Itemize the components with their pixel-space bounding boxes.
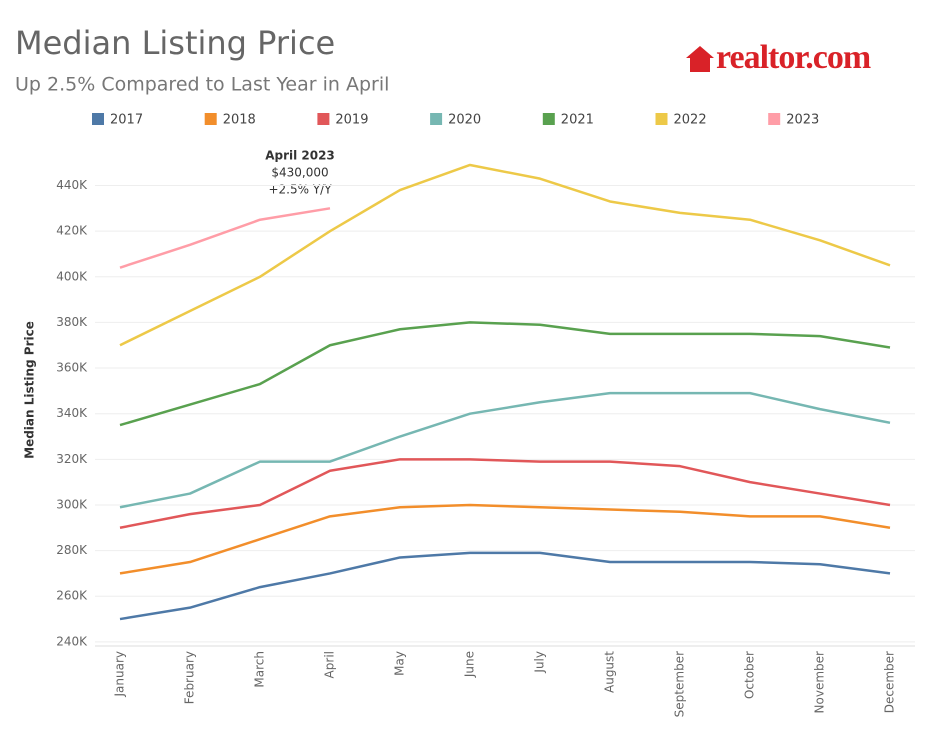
x-tick-label: June — [463, 651, 477, 678]
legend-label: 2023 — [786, 113, 819, 128]
chart-title: Median Listing Price — [15, 24, 335, 62]
x-tick-label: September — [673, 651, 687, 717]
y-tick-label: 260K — [56, 589, 88, 603]
x-tick-label: March — [253, 651, 267, 688]
series-line — [119, 207, 331, 269]
y-tick-label: 240K — [56, 634, 88, 648]
y-tick-label: 440K — [56, 178, 88, 192]
y-tick-label: 380K — [56, 315, 88, 329]
legend-swatch — [204, 113, 217, 125]
legend-label: 2019 — [335, 113, 368, 128]
x-tick-label: October — [743, 651, 757, 699]
series-line — [119, 391, 891, 509]
y-tick-label: 400K — [56, 269, 88, 283]
annotation: April 2023 — [265, 149, 335, 163]
y-axis-label: Median Listing Price — [23, 321, 37, 459]
legend-swatch — [542, 113, 555, 125]
annotation: +2.5% Y/Y — [268, 183, 332, 197]
legend-label: 2020 — [448, 113, 481, 128]
legend-swatch — [317, 113, 330, 125]
legend-swatch — [92, 113, 104, 125]
x-tick-label: November — [813, 651, 827, 713]
legend-label: 2017 — [110, 113, 143, 128]
y-tick-label: 340K — [56, 406, 88, 420]
logo: realtor.com — [686, 39, 872, 76]
y-tick-label: 360K — [56, 361, 88, 375]
y-tick-label: 280K — [56, 543, 88, 557]
legend-swatch — [768, 113, 781, 125]
y-tick-label: 320K — [56, 452, 88, 466]
legend-swatch — [430, 113, 443, 125]
legend-label: 2018 — [223, 113, 256, 128]
annotation: $430,000 — [271, 166, 328, 180]
y-tick-label: 420K — [56, 224, 88, 238]
series-line — [119, 321, 891, 427]
y-tick-label: 300K — [56, 497, 88, 511]
series-line — [119, 503, 891, 575]
x-tick-label: December — [883, 651, 897, 713]
series-line — [119, 163, 891, 347]
series-line — [119, 458, 891, 530]
x-tick-label: May — [393, 651, 407, 676]
legend-label: 2021 — [561, 113, 594, 128]
logo-icon — [686, 46, 714, 72]
chart-subtitle: Up 2.5% Compared to Last Year in April — [15, 74, 389, 96]
series-line — [119, 551, 891, 621]
legend-label: 2022 — [674, 113, 707, 128]
x-tick-label: January — [113, 651, 127, 698]
x-tick-label: July — [533, 651, 547, 674]
x-tick-label: February — [183, 651, 197, 704]
legend-swatch — [655, 113, 668, 125]
x-tick-label: April — [323, 651, 337, 678]
logo-text: realtor.com — [716, 39, 871, 76]
x-tick-label: August — [603, 651, 617, 693]
